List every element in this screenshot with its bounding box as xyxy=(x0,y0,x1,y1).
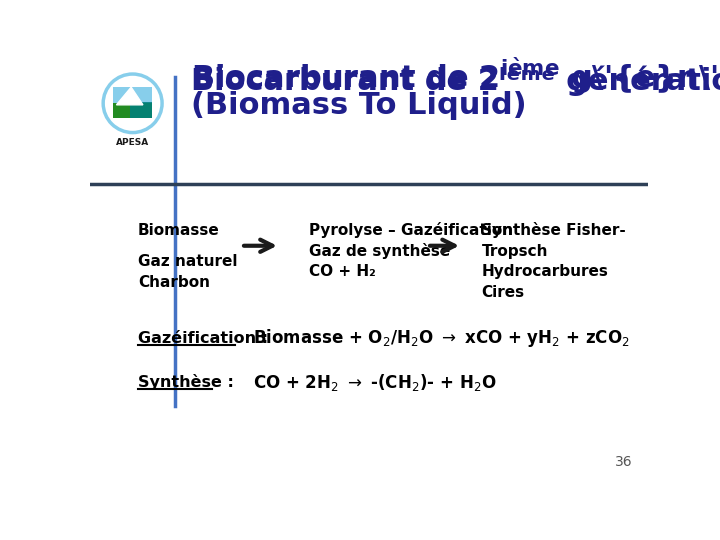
Text: Gaz de synthèse: Gaz de synthèse xyxy=(310,243,451,259)
Text: APESA: APESA xyxy=(116,138,149,147)
Text: 36: 36 xyxy=(615,455,632,469)
Text: (Biomass To Liquid): (Biomass To Liquid) xyxy=(191,91,526,120)
Text: Gaz naturel: Gaz naturel xyxy=(138,254,238,268)
Bar xyxy=(114,87,152,105)
Text: Pyrolyse – Gazéification: Pyrolyse – Gazéification xyxy=(310,222,513,238)
Text: Charbon: Charbon xyxy=(138,275,210,290)
Text: Cires: Cires xyxy=(482,285,524,300)
Text: Synthèse :: Synthèse : xyxy=(138,374,234,390)
Text: Gazéification :: Gazéification : xyxy=(138,330,268,346)
Bar xyxy=(114,103,152,118)
Text: Biocarburant de 2ᴵᵉᵐᵉ génération : BTL: Biocarburant de 2ᴵᵉᵐᵉ génération : BTL xyxy=(191,65,720,96)
Text: CO + H₂: CO + H₂ xyxy=(310,265,376,279)
Text: Biocarburant de 2$^{\mathregular{i\`eme}}$ g\'{e}n\'{e}ration : BTL: Biocarburant de 2$^{\mathregular{i\`eme}… xyxy=(191,55,720,96)
Bar xyxy=(130,102,152,118)
Text: Biomasse + O$_2$/H$_2$O $\rightarrow$ xCO + yH$_2$ + zCO$_2$: Biomasse + O$_2$/H$_2$O $\rightarrow$ xC… xyxy=(253,327,629,349)
Text: Synthèse Fisher-: Synthèse Fisher- xyxy=(482,222,626,238)
Polygon shape xyxy=(117,87,143,105)
Text: CO + 2H$_2$ $\rightarrow$ -(CH$_2$)- + H$_2$O: CO + 2H$_2$ $\rightarrow$ -(CH$_2$)- + H… xyxy=(253,372,496,393)
Text: Tropsch: Tropsch xyxy=(482,244,548,259)
Text: Biomasse: Biomasse xyxy=(138,223,220,238)
Text: Hydrocarbures: Hydrocarbures xyxy=(482,265,608,279)
